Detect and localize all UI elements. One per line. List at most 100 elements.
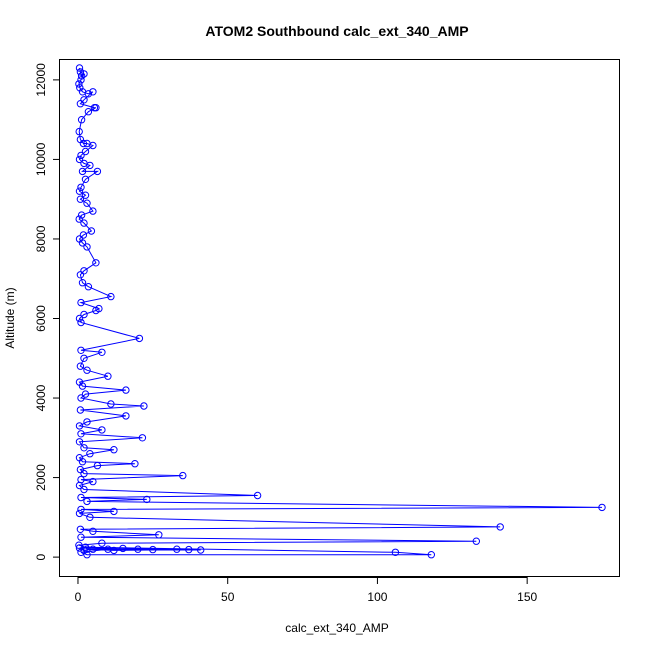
y-tick-label: 6000 bbox=[34, 305, 48, 332]
data-point bbox=[81, 147, 90, 156]
data-point bbox=[75, 481, 84, 490]
data-point bbox=[391, 548, 400, 556]
data-point bbox=[80, 469, 88, 478]
data-point bbox=[79, 231, 88, 239]
data-point bbox=[75, 187, 84, 195]
data-point bbox=[80, 219, 88, 227]
data-point bbox=[107, 292, 115, 301]
data-point bbox=[75, 509, 84, 518]
data-point bbox=[173, 545, 181, 553]
data-point bbox=[98, 426, 106, 434]
data-point bbox=[75, 422, 84, 430]
data-point bbox=[86, 450, 94, 458]
data-point bbox=[98, 348, 106, 356]
data-point bbox=[76, 195, 85, 203]
data-point bbox=[104, 372, 112, 380]
data-point bbox=[81, 191, 90, 199]
data-point bbox=[75, 127, 83, 136]
data-point bbox=[77, 493, 85, 502]
data-point bbox=[427, 551, 435, 559]
data-point bbox=[143, 495, 151, 504]
data-point bbox=[472, 537, 480, 545]
data-point bbox=[77, 183, 85, 192]
data-point bbox=[80, 354, 88, 362]
data-point bbox=[87, 227, 96, 235]
y-tick-label: 2000 bbox=[34, 464, 48, 491]
y-tick-label: 8000 bbox=[34, 225, 48, 252]
data-point bbox=[78, 458, 87, 466]
data-point bbox=[110, 446, 118, 454]
data-point bbox=[185, 545, 193, 554]
x-tick-label: 150 bbox=[517, 590, 537, 604]
data-point bbox=[110, 507, 118, 516]
data-point bbox=[77, 430, 85, 438]
data-point bbox=[77, 76, 85, 84]
data-point bbox=[76, 525, 85, 533]
data-point bbox=[77, 151, 85, 160]
data-point bbox=[86, 513, 94, 521]
data-point bbox=[77, 318, 85, 327]
data-point bbox=[155, 531, 163, 539]
data-point bbox=[79, 139, 88, 148]
data-point bbox=[134, 545, 142, 553]
data-point bbox=[80, 310, 88, 319]
data-point bbox=[110, 546, 118, 555]
data-point bbox=[92, 104, 100, 112]
data-point bbox=[84, 283, 93, 291]
data-point bbox=[80, 485, 88, 494]
data-point bbox=[98, 539, 106, 547]
data-point bbox=[92, 306, 100, 315]
data-point bbox=[76, 362, 85, 370]
data-point bbox=[83, 418, 91, 426]
chart-title: ATOM2 Southbound calc_ext_340_AMP bbox=[205, 23, 468, 39]
data-point bbox=[83, 545, 91, 553]
data-point bbox=[75, 544, 84, 552]
data-point bbox=[122, 386, 130, 394]
series-line bbox=[77, 67, 603, 556]
data-point bbox=[253, 491, 262, 500]
y-tick-label: 4000 bbox=[34, 384, 48, 411]
data-point bbox=[140, 402, 148, 410]
data-point bbox=[197, 546, 205, 554]
data-point bbox=[77, 394, 85, 402]
data-point bbox=[77, 72, 86, 80]
x-axis-label: calc_ext_340_AMP bbox=[285, 621, 388, 635]
data-point bbox=[83, 199, 91, 207]
data-point bbox=[84, 90, 93, 98]
data-point bbox=[76, 100, 85, 108]
data-point bbox=[80, 70, 88, 78]
y-axis: 0 2000 4000 6000 8000 10000 12000 bbox=[34, 63, 60, 560]
data-point bbox=[496, 523, 504, 531]
x-tick-label: 100 bbox=[367, 590, 387, 604]
data-point bbox=[179, 471, 187, 480]
data-point bbox=[76, 271, 85, 279]
data-point bbox=[598, 503, 606, 512]
data-point bbox=[122, 412, 130, 420]
data-point bbox=[75, 215, 83, 223]
y-tick-label: 10000 bbox=[34, 142, 48, 176]
y-tick-label: 12000 bbox=[34, 63, 48, 97]
data-point bbox=[75, 314, 84, 323]
x-tick-label: 50 bbox=[221, 590, 235, 604]
data-point bbox=[92, 259, 100, 267]
data-point bbox=[89, 477, 97, 486]
data-point bbox=[84, 108, 93, 116]
data-point bbox=[76, 406, 85, 414]
data-point bbox=[75, 155, 84, 164]
data-point bbox=[77, 116, 86, 124]
y-axis-label: Altitude (m) bbox=[3, 287, 17, 348]
data-point bbox=[75, 438, 84, 446]
y-tick-label: 0 bbox=[34, 553, 48, 560]
data-point bbox=[131, 460, 139, 468]
data-point bbox=[75, 541, 83, 549]
data-point bbox=[77, 505, 85, 514]
data-point bbox=[89, 88, 97, 96]
data-point bbox=[78, 382, 87, 390]
x-tick-label: 0 bbox=[75, 590, 82, 604]
data-point bbox=[89, 141, 97, 150]
data-point bbox=[77, 346, 85, 354]
data-point bbox=[135, 334, 144, 343]
data-point bbox=[119, 544, 127, 553]
data-point bbox=[80, 444, 88, 452]
